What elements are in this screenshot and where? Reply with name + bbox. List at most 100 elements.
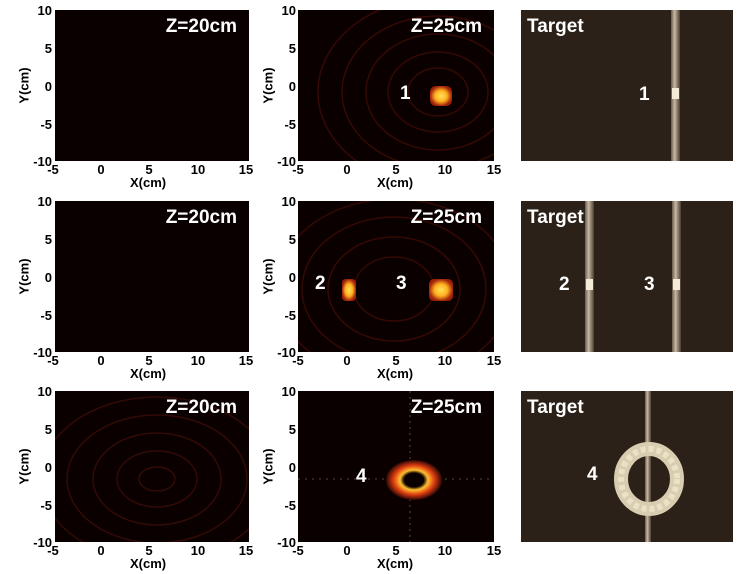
- x-tick: 10: [190, 543, 206, 558]
- y-tick: -5: [40, 117, 52, 132]
- y-tick: -5: [284, 498, 296, 513]
- y-tick: -5: [284, 308, 296, 323]
- x-axis-label: X(cm): [130, 366, 167, 381]
- row-2-z25-panel: Z=25cm 2 3 10 5 0 -5 -10 Y(cm) -5 0 5 10…: [250, 192, 510, 382]
- y-tick: -10: [277, 535, 296, 550]
- x-tick: 5: [392, 353, 400, 368]
- y-tick: -10: [33, 535, 52, 550]
- target-title: Target: [527, 397, 584, 418]
- y-tick: -5: [40, 498, 52, 513]
- x-tick: 15: [486, 162, 502, 177]
- x-tick: 10: [437, 543, 453, 558]
- x-tick: -5: [47, 353, 59, 368]
- row-2-z20-panel: Z=20cm 10 5 0 -5 -10 Y(cm) -5 0 5 10 15 …: [0, 192, 260, 382]
- x-tick: 0: [343, 162, 351, 177]
- x-tick: 0: [343, 353, 351, 368]
- y-tick: 10: [37, 194, 52, 209]
- plot-title: Z=25cm: [410, 16, 482, 37]
- y-tick: 5: [288, 41, 296, 56]
- x-axis-label: X(cm): [377, 366, 414, 381]
- hotspot: [342, 279, 356, 301]
- row-3-z25-panel: Z=25cm 4 10 5 0 -5 -10 Y(cm) -5 0 5 10 1…: [250, 382, 510, 572]
- y-tick: 0: [288, 460, 296, 475]
- target-rail: [671, 10, 680, 161]
- plot-title: Z=25cm: [410, 397, 482, 418]
- x-tick: 5: [145, 353, 153, 368]
- y-tick: -10: [277, 154, 296, 169]
- x-tick: -5: [47, 543, 59, 558]
- y-tick: 0: [44, 79, 52, 94]
- y-tick: 0: [288, 79, 296, 94]
- heatmap-plot: Z=20cm: [55, 10, 249, 161]
- y-tick: 5: [44, 422, 52, 437]
- plot-title: Z=20cm: [165, 16, 237, 37]
- x-axis-label: X(cm): [377, 556, 414, 571]
- object-marker: 1: [639, 84, 650, 105]
- object-marker: 4: [356, 466, 367, 487]
- x-tick: 10: [190, 353, 206, 368]
- object-marker: 1: [400, 83, 411, 104]
- y-tick: 10: [37, 3, 52, 18]
- x-axis-label: X(cm): [130, 175, 167, 190]
- object-marker: 4: [587, 464, 598, 485]
- x-tick: 10: [190, 162, 206, 177]
- y-axis-label: Y(cm): [260, 67, 276, 104]
- object-marker: 3: [396, 273, 407, 294]
- y-axis-label: Y(cm): [16, 258, 32, 295]
- x-tick: 0: [97, 353, 105, 368]
- heatmap-plot: Z=25cm 1: [298, 10, 494, 161]
- heatmap-plot: Z=25cm 4: [298, 391, 494, 542]
- y-axis-label: Y(cm): [260, 258, 276, 295]
- y-tick: -10: [33, 154, 52, 169]
- y-tick: 10: [281, 384, 296, 399]
- x-tick: 15: [238, 162, 254, 177]
- interference-rings: [55, 396, 249, 542]
- y-tick: 10: [281, 3, 296, 18]
- y-tick: 0: [44, 460, 52, 475]
- interference-rings: [317, 10, 494, 161]
- plot-title: Z=20cm: [165, 397, 237, 418]
- y-tick: -5: [284, 117, 296, 132]
- y-axis-label: Y(cm): [16, 448, 32, 485]
- x-tick: 10: [437, 353, 453, 368]
- y-tick: 0: [288, 270, 296, 285]
- target-object: [672, 88, 679, 99]
- object-marker: 2: [315, 273, 326, 294]
- y-tick: 5: [288, 422, 296, 437]
- x-axis-label: X(cm): [377, 175, 414, 190]
- target-rail: [585, 201, 594, 352]
- y-tick: -5: [40, 308, 52, 323]
- y-tick: 0: [44, 270, 52, 285]
- object-marker: 2: [559, 274, 570, 295]
- target-rail: [645, 391, 651, 542]
- hotspot: [386, 460, 442, 500]
- hotspot: [430, 86, 452, 106]
- x-tick: 5: [392, 162, 400, 177]
- x-tick: 10: [437, 162, 453, 177]
- target-object: [614, 442, 684, 516]
- x-tick: -5: [292, 162, 304, 177]
- plot-title: Z=25cm: [410, 207, 482, 228]
- heatmap-plot: Z=20cm: [55, 201, 249, 352]
- x-axis-label: X(cm): [130, 556, 167, 571]
- x-tick: 5: [145, 162, 153, 177]
- x-tick: 0: [97, 162, 105, 177]
- interference-rings: [298, 201, 494, 352]
- row-3-z20-panel: Z=20cm 10 5 0 -5 -10 Y(cm) -5 0 5 10 15 …: [0, 382, 260, 572]
- row-1-target-photo: Target 1: [521, 10, 733, 161]
- interference-rings: [298, 391, 494, 542]
- x-tick: 15: [238, 543, 254, 558]
- y-axis-label: Y(cm): [260, 448, 276, 485]
- x-tick: 5: [145, 543, 153, 558]
- row-3-target-photo: Target 4: [521, 391, 733, 542]
- heatmap-plot: Z=20cm: [55, 391, 249, 542]
- hotspot: [429, 279, 453, 301]
- y-tick: 5: [44, 41, 52, 56]
- x-tick: -5: [292, 353, 304, 368]
- x-tick: 15: [486, 353, 502, 368]
- y-tick: 5: [288, 232, 296, 247]
- row-1-z20-panel: Z=20cm 10 5 0 -5 -10 Y(cm) -5 0 5 10 15 …: [0, 0, 260, 190]
- x-tick: 15: [238, 353, 254, 368]
- target-rail: [672, 201, 681, 352]
- y-tick: -10: [33, 345, 52, 360]
